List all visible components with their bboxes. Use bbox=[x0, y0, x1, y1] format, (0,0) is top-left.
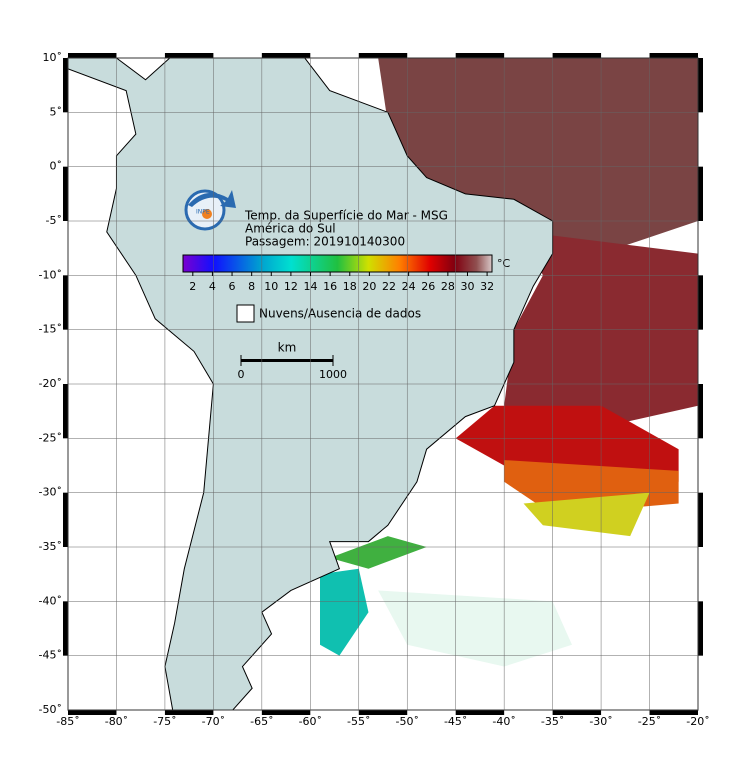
colorbar-tick-label: 18 bbox=[343, 280, 357, 293]
x-tick-label: -60˚ bbox=[299, 715, 322, 728]
logo: INPE bbox=[184, 189, 236, 231]
colorbar-tick-label: 30 bbox=[460, 280, 474, 293]
x-tick-label: -45˚ bbox=[444, 715, 467, 728]
y-tick-label: -30˚ bbox=[39, 486, 62, 499]
sst-patch bbox=[378, 58, 698, 254]
border-seg bbox=[63, 384, 68, 439]
title-line: Passagem: 201910140300 bbox=[245, 235, 405, 249]
sst-patch bbox=[329, 536, 427, 569]
title-line: América do Sul bbox=[245, 222, 336, 236]
frame-border bbox=[63, 53, 703, 715]
y-tick-label: -20˚ bbox=[39, 377, 62, 390]
border-seg bbox=[698, 601, 703, 656]
colorbar-tick-label: 14 bbox=[304, 280, 318, 293]
title-line: Temp. da Superfície do Mar - MSG bbox=[244, 209, 448, 223]
y-tick-label: 5˚ bbox=[50, 105, 63, 118]
border-seg bbox=[649, 710, 698, 715]
y-tick-label: -45˚ bbox=[39, 649, 62, 662]
x-tick-label: -85˚ bbox=[56, 715, 79, 728]
scale-label: 1000 bbox=[319, 368, 347, 381]
x-tick-label: -65˚ bbox=[250, 715, 273, 728]
colorbar bbox=[182, 254, 493, 273]
y-tick-label: -35˚ bbox=[39, 540, 62, 553]
x-tick-label: -20˚ bbox=[686, 715, 709, 728]
border-seg bbox=[698, 384, 703, 439]
y-tick-label: 0˚ bbox=[50, 160, 63, 173]
border-seg bbox=[698, 275, 703, 330]
border-seg bbox=[455, 710, 505, 715]
colorbar-tick-label: 4 bbox=[209, 280, 216, 293]
border-seg bbox=[63, 492, 68, 547]
legend-swatch bbox=[236, 304, 255, 323]
logo-text: INPE bbox=[196, 209, 210, 216]
x-tick-label: -40˚ bbox=[492, 715, 515, 728]
colorbar-tick-label: 22 bbox=[382, 280, 396, 293]
x-tick-label: -75˚ bbox=[153, 715, 176, 728]
border-seg bbox=[455, 53, 505, 58]
colorbar-tick-label: 24 bbox=[402, 280, 416, 293]
y-tick-label: -40˚ bbox=[39, 594, 62, 607]
y-tick-label: -15˚ bbox=[39, 323, 62, 336]
colorbar-unit: °C bbox=[497, 257, 511, 270]
scale-unit: km bbox=[278, 341, 297, 355]
colorbar-tick-label: 28 bbox=[441, 280, 455, 293]
border-seg bbox=[698, 492, 703, 547]
border-seg bbox=[261, 53, 311, 58]
y-tick-label: 10˚ bbox=[43, 51, 63, 64]
border-seg bbox=[63, 58, 68, 113]
border-seg bbox=[649, 53, 698, 58]
colorbar-tick-label: 10 bbox=[264, 280, 278, 293]
border-seg bbox=[63, 275, 68, 330]
border-seg bbox=[358, 710, 408, 715]
legend-text: Nuvens/Ausencia de dados bbox=[259, 307, 421, 321]
x-tick-label: -25˚ bbox=[638, 715, 661, 728]
border-seg bbox=[164, 710, 214, 715]
x-tick-label: -55˚ bbox=[347, 715, 370, 728]
border-seg bbox=[68, 710, 117, 715]
colorbar-tick-label: 6 bbox=[229, 280, 236, 293]
sst-patch bbox=[378, 590, 572, 667]
colorbar-tick-label: 32 bbox=[480, 280, 494, 293]
map-area bbox=[68, 58, 698, 710]
colorbar-tick-label: 16 bbox=[323, 280, 337, 293]
colorbar-tick-label: 2 bbox=[189, 280, 196, 293]
x-tick-label: -30˚ bbox=[589, 715, 612, 728]
y-tick-label: -50˚ bbox=[39, 703, 62, 716]
x-tick-label: -50˚ bbox=[395, 715, 418, 728]
colorbar-tick-label: 20 bbox=[362, 280, 376, 293]
border-seg bbox=[164, 53, 214, 58]
scale-label: 0 bbox=[238, 368, 245, 381]
border-seg bbox=[698, 58, 703, 113]
sst-patch bbox=[320, 568, 369, 656]
border-seg bbox=[552, 53, 602, 58]
colorbar-tick-label: 8 bbox=[248, 280, 255, 293]
border-seg bbox=[63, 166, 68, 221]
x-tick-label: -80˚ bbox=[105, 715, 128, 728]
border-seg bbox=[698, 166, 703, 221]
x-tick-label: -70˚ bbox=[202, 715, 225, 728]
colorbar-tick-label: 12 bbox=[284, 280, 298, 293]
border-seg bbox=[63, 601, 68, 656]
y-tick-label: -25˚ bbox=[39, 431, 62, 444]
scale-bar bbox=[241, 359, 333, 362]
border-seg bbox=[552, 710, 602, 715]
border-seg bbox=[68, 53, 117, 58]
border-seg bbox=[358, 53, 408, 58]
colorbar-tick-label: 26 bbox=[421, 280, 435, 293]
y-tick-label: -5˚ bbox=[46, 214, 62, 227]
sst-patch bbox=[523, 492, 650, 537]
x-tick-label: -35˚ bbox=[541, 715, 564, 728]
border-seg bbox=[261, 710, 311, 715]
y-tick-label: -10˚ bbox=[39, 268, 62, 281]
